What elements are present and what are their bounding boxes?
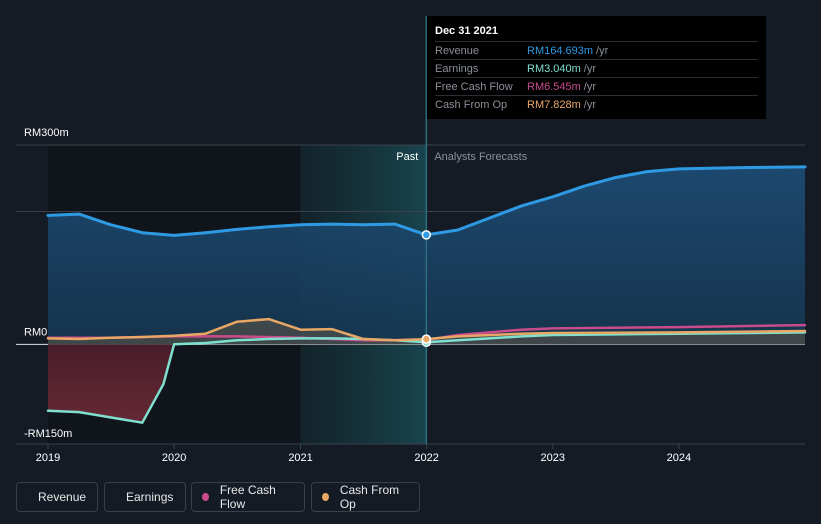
tooltip-label: Cash From Op bbox=[435, 98, 508, 111]
legend-label: Cash From Op bbox=[339, 483, 400, 511]
legend-item-cash-from-op[interactable]: Cash From Op bbox=[311, 482, 420, 512]
x-tick-label: 2021 bbox=[288, 452, 312, 464]
cash-from-op-point bbox=[421, 334, 432, 344]
tooltip-unit: /yr bbox=[583, 98, 597, 111]
tooltip-label: Revenue bbox=[435, 44, 480, 57]
tooltip-unit: /yr bbox=[583, 62, 597, 75]
tooltip-row-earnings: Earnings RM3.040m /yr bbox=[435, 59, 758, 77]
cash-from-op-area bbox=[48, 319, 805, 345]
legend-label: Earnings bbox=[126, 490, 174, 504]
tooltip-label: Free Cash Flow bbox=[435, 80, 513, 93]
cash-from-op-line bbox=[46, 317, 807, 342]
cash-from-op-legend-dot-icon bbox=[322, 493, 329, 501]
tooltip-row-revenue: Revenue RM164.693m /yr bbox=[435, 41, 758, 59]
legend-label: Free Cash Flow bbox=[219, 483, 276, 511]
tooltip-date: Dec 31 2021 bbox=[435, 25, 498, 37]
tooltip-row-free-cash-flow: Free Cash Flow RM6.545m /yr bbox=[435, 77, 758, 95]
y-tick-label: -RM150m bbox=[24, 428, 72, 440]
tooltip-value: RM6.545m bbox=[527, 80, 581, 93]
x-tick-label: 2020 bbox=[162, 452, 186, 464]
x-tick-label: 2022 bbox=[414, 452, 438, 464]
y-tick-label: RM0 bbox=[24, 326, 47, 338]
legend-item-earnings[interactable]: Earnings bbox=[104, 482, 186, 512]
past-label: Past bbox=[396, 151, 418, 163]
x-tick-label: 2019 bbox=[36, 452, 60, 464]
tooltip-unit: /yr bbox=[583, 80, 597, 93]
earnings-negative-area bbox=[48, 344, 175, 423]
legend-item-revenue[interactable]: Revenue bbox=[16, 482, 98, 512]
tooltip-value: RM164.693m bbox=[527, 44, 594, 57]
tooltip-value: RM7.828m bbox=[527, 98, 581, 111]
tooltip-value: RM3.040m bbox=[527, 62, 581, 75]
free-cash-flow-legend-dot-icon bbox=[202, 493, 209, 501]
legend-item-free-cash-flow[interactable]: Free Cash Flow bbox=[191, 482, 305, 512]
earnings-line bbox=[46, 331, 807, 424]
legend-label: Revenue bbox=[38, 490, 87, 504]
forecast-label: Analysts Forecasts bbox=[434, 151, 527, 163]
x-tick-label: 2024 bbox=[667, 452, 691, 464]
y-tick-label: RM300m bbox=[24, 127, 69, 139]
revenue-point bbox=[421, 230, 432, 240]
x-tick-label: 2023 bbox=[541, 452, 565, 464]
tooltip-row-cash-from-op: Cash From Op RM7.828m /yr bbox=[435, 95, 758, 113]
tooltip-unit: /yr bbox=[596, 44, 609, 57]
revenue-line bbox=[46, 165, 807, 237]
tooltip-label: Earnings bbox=[435, 62, 479, 75]
hover-tooltip: Dec 31 2021 Revenue RM164.693m /yr Earni… bbox=[427, 16, 766, 119]
